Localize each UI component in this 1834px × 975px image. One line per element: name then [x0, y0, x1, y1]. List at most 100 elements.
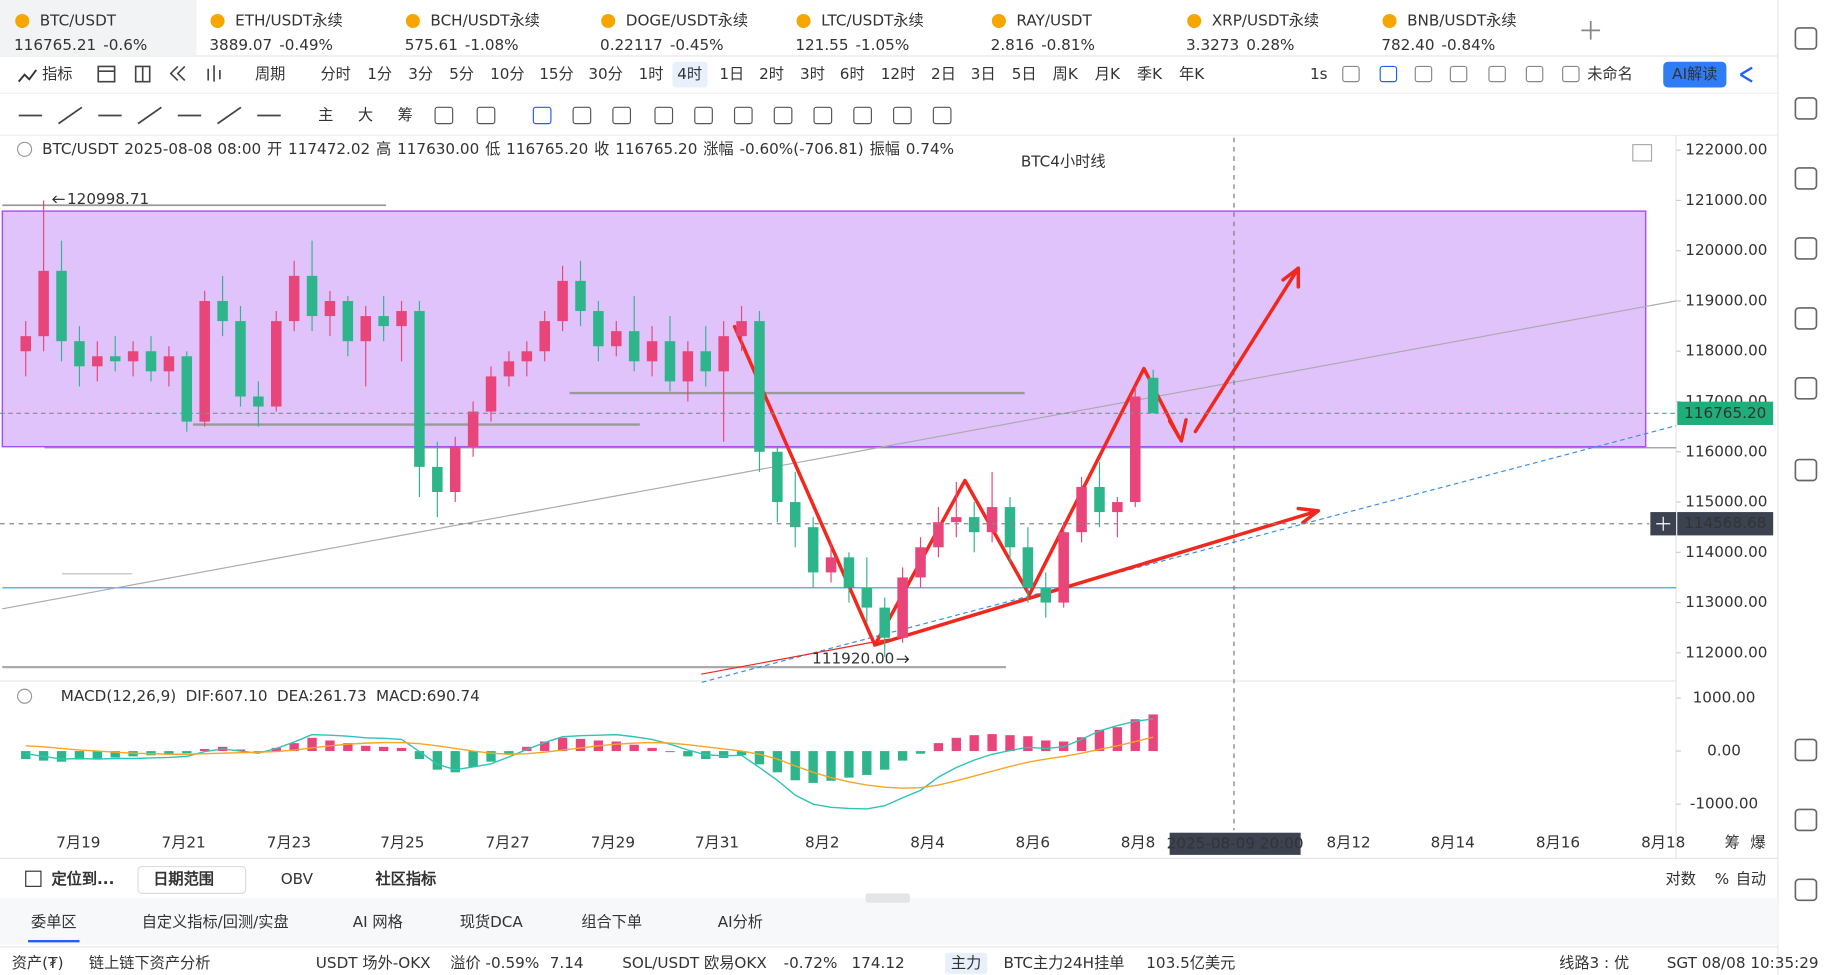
draw-tool [733, 106, 753, 125]
interval-button[interactable]: 1日 [719, 65, 744, 83]
interval-button[interactable]: 3时 [800, 65, 825, 83]
bottom-button[interactable]: OBV [281, 870, 314, 888]
arrow-head [1167, 418, 1188, 443]
interval-button[interactable]: 4时 [677, 65, 702, 83]
ticker-symbol[interactable]: BTC/USDT [40, 12, 117, 30]
interval-button[interactable]: 3分 [408, 65, 433, 83]
candle-body [1058, 532, 1069, 603]
macd-bar [164, 751, 174, 755]
interval-button[interactable]: 季K [1137, 65, 1163, 83]
thin-line[interactable] [701, 638, 890, 675]
macd-bar [110, 751, 120, 758]
interval-button[interactable]: 年K [1179, 65, 1205, 83]
bottom-button[interactable]: 定位到... [51, 870, 114, 888]
interval-button[interactable]: 10分 [490, 65, 525, 83]
interval-button[interactable]: 2时 [759, 65, 784, 83]
arrow[interactable] [873, 509, 1320, 647]
arrow[interactable] [1193, 266, 1301, 434]
info-item: 2025-08-08 08:00 [124, 140, 261, 158]
dif-label: DIF:607.10 [186, 687, 268, 705]
drawing-tool: 主 [318, 106, 333, 124]
interval-button[interactable]: 5分 [449, 65, 474, 83]
candle-body [74, 341, 85, 367]
bottom-button[interactable]: 日期范围 [153, 870, 214, 888]
draw-tool [137, 106, 162, 125]
tab[interactable]: AI分析 [718, 913, 763, 931]
ticker-symbol[interactable]: BCH/USDT永续 [430, 12, 539, 30]
bottom-button[interactable]: 自动 [1736, 870, 1766, 888]
candle-body [521, 351, 533, 362]
candle-body [181, 356, 193, 422]
trend-line[interactable] [701, 425, 1677, 683]
sidebar-icon[interactable] [1794, 167, 1818, 190]
range-box[interactable] [1, 210, 1647, 448]
tab[interactable]: 组合下单 [581, 913, 642, 931]
plus-icon [1656, 516, 1671, 531]
sidebar-icon[interactable] [1794, 377, 1818, 400]
sidebar-icon[interactable] [1794, 97, 1818, 120]
sidebar-icon[interactable] [1794, 458, 1818, 482]
candle-body [360, 316, 372, 342]
ticker-symbol[interactable]: LTC/USDT永续 [821, 12, 924, 30]
interval-button[interactable]: 6时 [840, 65, 865, 83]
interval-button[interactable]: 30分 [588, 65, 623, 83]
interval-button[interactable]: 周K [1053, 65, 1079, 83]
ticker-symbol[interactable]: RAY/USDT [1016, 12, 1092, 30]
interval-button[interactable]: 分时 [320, 65, 350, 83]
interval-button[interactable]: 2日 [931, 65, 956, 83]
candle-body [288, 275, 300, 322]
draw-tool [893, 106, 912, 125]
x-tick-label: 8月18 [1641, 834, 1685, 852]
sidebar-icon[interactable] [1794, 27, 1818, 50]
tab[interactable]: 现货DCA [460, 913, 524, 931]
ai-button[interactable]: AI解读 [1672, 65, 1717, 83]
info-item: -0.60%(-706.81) [739, 140, 863, 158]
active-tab-bg [0, 0, 197, 56]
sidebar-icon[interactable] [1794, 307, 1818, 330]
ticker-symbol[interactable]: ETH/USDT永续 [235, 12, 343, 30]
sidebar-icon[interactable] [1794, 738, 1818, 762]
tab[interactable]: 自定义指标/回测/实盘 [142, 913, 289, 931]
info-item: 116765.20 [615, 140, 697, 158]
ticker-price: 3889.07 [209, 36, 272, 54]
add-tab[interactable] [1581, 20, 1601, 40]
trend-line[interactable] [2, 300, 1677, 610]
y-tick-label: 120000.00 [1685, 241, 1767, 259]
sidebar-icon[interactable] [1794, 237, 1818, 260]
candle-body [1094, 486, 1105, 513]
tab[interactable]: AI 网格 [353, 913, 403, 931]
macd-bar [647, 747, 657, 752]
bottom-button[interactable]: 对数 [1666, 870, 1696, 888]
macd-bar [575, 738, 586, 752]
period-button[interactable]: 周期 [255, 65, 285, 83]
resize-handle[interactable] [865, 893, 910, 903]
high-label: 120998.71 [67, 190, 149, 208]
interval-button[interactable]: 3日 [971, 65, 996, 83]
ticker-symbol[interactable]: DOGE/USDT永续 [626, 12, 748, 30]
share-icon [1739, 66, 1753, 83]
sidebar-icon[interactable] [1794, 808, 1818, 832]
candle-body [539, 321, 550, 352]
bottom-button[interactable]: % [1715, 870, 1729, 888]
fullscreen-icon[interactable] [1632, 144, 1653, 162]
indicators-button[interactable]: 指标 [42, 65, 72, 83]
interval-button[interactable]: 12时 [881, 65, 916, 83]
sidebar-icon[interactable] [1794, 878, 1818, 902]
x-tick-label: 8月4 [910, 834, 945, 852]
bottom-button[interactable]: 社区指标 [374, 870, 436, 888]
ticker-price: 116765.21 [14, 36, 96, 54]
interval-button[interactable]: 1分 [367, 65, 392, 83]
interval-button[interactable]: 5日 [1012, 65, 1037, 83]
tab[interactable]: 委单区 [31, 913, 77, 931]
status-item: 线路3 : 优 [1559, 954, 1629, 972]
interval-button[interactable]: 月K [1095, 65, 1121, 83]
ticker-symbol[interactable]: XRP/USDT永续 [1212, 12, 1319, 30]
ticker-symbol[interactable]: BNB/USDT永续 [1407, 12, 1516, 30]
interval-button[interactable]: 1时 [639, 65, 664, 83]
candle-body [396, 311, 407, 327]
interval-button[interactable]: 15分 [539, 65, 574, 83]
x-tick-label: 7月31 [695, 834, 739, 852]
candle-body [1129, 396, 1141, 503]
low-arrow [896, 655, 910, 664]
